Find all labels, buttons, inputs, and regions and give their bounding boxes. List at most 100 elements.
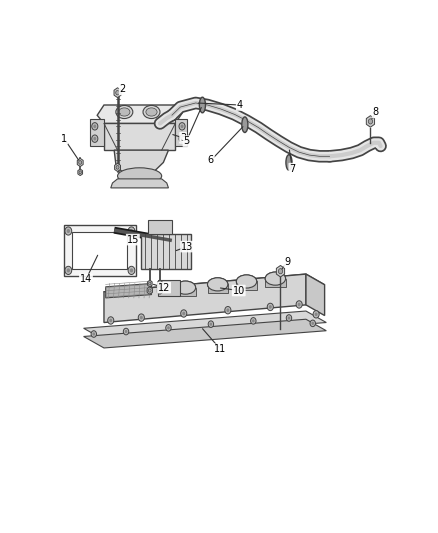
Circle shape — [65, 266, 72, 274]
Ellipse shape — [237, 275, 257, 288]
Circle shape — [93, 137, 96, 141]
Polygon shape — [208, 284, 228, 293]
Text: 14: 14 — [80, 274, 92, 285]
Circle shape — [159, 289, 161, 292]
Polygon shape — [72, 232, 127, 269]
Circle shape — [296, 301, 302, 308]
Circle shape — [208, 321, 214, 327]
Circle shape — [313, 311, 319, 318]
Circle shape — [148, 282, 151, 285]
Circle shape — [148, 289, 151, 292]
Circle shape — [109, 319, 112, 322]
Ellipse shape — [119, 108, 130, 116]
Text: 6: 6 — [208, 156, 214, 165]
Ellipse shape — [286, 155, 292, 170]
Polygon shape — [237, 281, 257, 290]
Circle shape — [92, 333, 95, 336]
Polygon shape — [78, 169, 82, 175]
Ellipse shape — [265, 272, 286, 285]
Polygon shape — [106, 284, 152, 298]
Polygon shape — [104, 274, 325, 302]
Circle shape — [181, 310, 187, 317]
Ellipse shape — [117, 168, 162, 184]
Circle shape — [310, 320, 315, 327]
Circle shape — [179, 135, 185, 142]
Circle shape — [182, 312, 185, 316]
Polygon shape — [77, 158, 83, 166]
Circle shape — [124, 328, 129, 335]
Polygon shape — [157, 287, 162, 294]
Text: 3: 3 — [180, 133, 186, 143]
Text: 8: 8 — [372, 107, 378, 117]
Polygon shape — [84, 319, 326, 348]
Ellipse shape — [208, 278, 228, 291]
Circle shape — [298, 303, 300, 306]
Ellipse shape — [265, 272, 286, 285]
Circle shape — [92, 123, 98, 130]
Ellipse shape — [143, 106, 160, 118]
Ellipse shape — [199, 97, 205, 113]
Circle shape — [180, 137, 184, 141]
Ellipse shape — [208, 278, 228, 291]
Circle shape — [226, 309, 230, 312]
Circle shape — [125, 330, 127, 333]
Text: 15: 15 — [127, 235, 139, 245]
Polygon shape — [175, 288, 196, 296]
Circle shape — [166, 325, 171, 331]
Circle shape — [130, 268, 133, 272]
Circle shape — [138, 314, 145, 321]
Polygon shape — [276, 265, 285, 277]
Circle shape — [128, 266, 135, 274]
Circle shape — [65, 227, 72, 235]
FancyBboxPatch shape — [158, 280, 180, 296]
Text: 4: 4 — [237, 100, 243, 110]
Text: 7: 7 — [289, 164, 296, 174]
Polygon shape — [111, 179, 169, 188]
Circle shape — [116, 91, 120, 95]
Text: 13: 13 — [181, 241, 193, 252]
FancyBboxPatch shape — [148, 220, 172, 235]
Polygon shape — [97, 105, 182, 124]
Polygon shape — [306, 274, 325, 316]
Circle shape — [251, 318, 256, 324]
Circle shape — [252, 319, 254, 322]
Circle shape — [286, 314, 292, 321]
Ellipse shape — [175, 281, 196, 294]
Ellipse shape — [242, 117, 248, 133]
Circle shape — [278, 269, 283, 274]
Circle shape — [93, 125, 96, 128]
Text: 9: 9 — [284, 257, 290, 267]
Polygon shape — [64, 225, 135, 276]
Text: 5: 5 — [184, 136, 190, 146]
Ellipse shape — [116, 106, 133, 118]
Circle shape — [140, 316, 143, 319]
Circle shape — [92, 135, 98, 142]
Circle shape — [130, 229, 133, 233]
Polygon shape — [265, 279, 286, 287]
Circle shape — [179, 123, 185, 130]
Polygon shape — [90, 119, 104, 146]
Circle shape — [116, 166, 119, 169]
Polygon shape — [104, 274, 306, 322]
Text: 11: 11 — [214, 344, 226, 354]
Ellipse shape — [146, 108, 157, 116]
Text: 2: 2 — [120, 84, 126, 94]
Polygon shape — [148, 280, 152, 287]
Polygon shape — [114, 88, 121, 98]
Polygon shape — [366, 116, 374, 127]
Ellipse shape — [175, 281, 196, 294]
Polygon shape — [84, 311, 326, 340]
Circle shape — [368, 119, 373, 124]
Circle shape — [67, 268, 70, 272]
Text: 10: 10 — [233, 286, 245, 295]
Circle shape — [180, 125, 184, 128]
Circle shape — [159, 282, 161, 285]
Circle shape — [79, 171, 81, 174]
Circle shape — [79, 160, 82, 164]
Polygon shape — [147, 287, 152, 294]
Circle shape — [311, 322, 314, 325]
Text: 1: 1 — [61, 134, 67, 144]
Polygon shape — [175, 119, 187, 146]
Circle shape — [225, 306, 231, 314]
Circle shape — [67, 229, 70, 233]
